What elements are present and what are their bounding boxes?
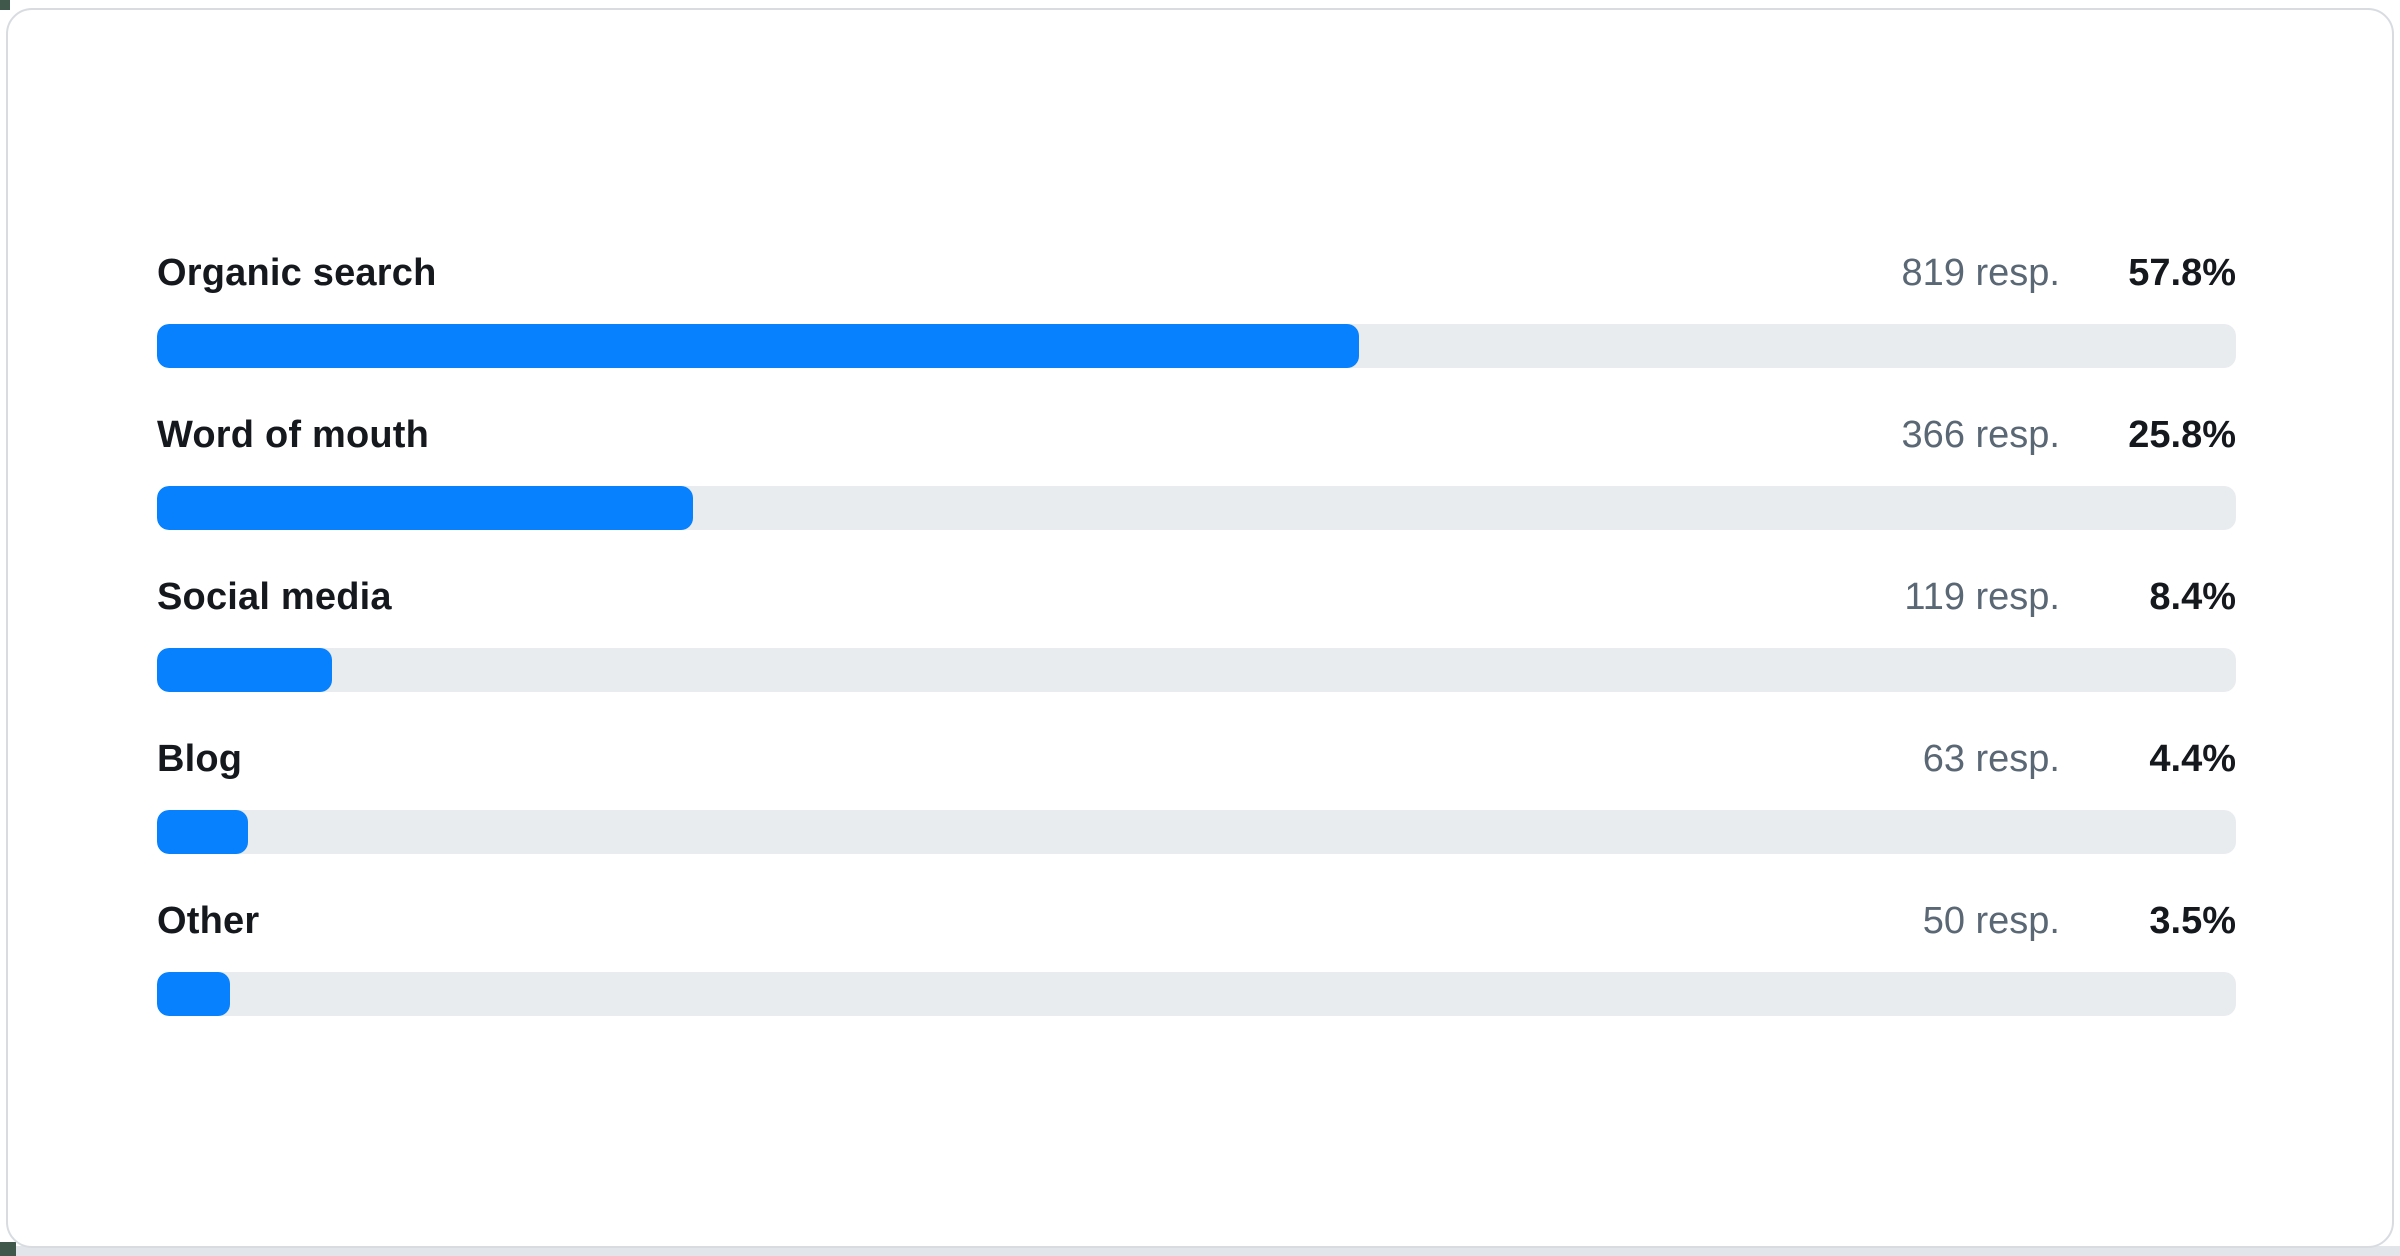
percent-value: 57.8% [2128, 252, 2236, 294]
category-label: Word of mouth [157, 414, 430, 456]
category-label: Social media [157, 576, 392, 618]
chart-row: Blog 63 resp. 4.4% [157, 735, 2236, 854]
responses-count: 819 resp. [1901, 252, 2060, 294]
percent-value: 8.4% [2149, 576, 2236, 618]
row-header: Other 50 resp. 3.5% [157, 897, 2236, 945]
bar-fill [157, 972, 230, 1016]
bar-fill [157, 486, 694, 530]
responses-count: 63 resp. [1922, 738, 2060, 780]
category-label: Blog [157, 738, 243, 780]
chart-row: Organic search 819 resp. 57.8% [157, 249, 2236, 368]
chart-card: Organic search 819 resp. 57.8% Word of m… [6, 8, 2394, 1248]
percent-value: 4.4% [2149, 738, 2236, 780]
chart-row: Social media 119 resp. 8.4% [157, 573, 2236, 692]
row-header: Blog 63 resp. 4.4% [157, 735, 2236, 783]
bar-fill [157, 648, 332, 692]
category-label: Other [157, 900, 260, 942]
row-header: Social media 119 resp. 8.4% [157, 573, 2236, 621]
responses-count: 366 resp. [1901, 414, 2060, 456]
row-header: Word of mouth 366 resp. 25.8% [157, 411, 2236, 459]
underlying-surface-corner [0, 1242, 16, 1256]
bar-fill [157, 810, 249, 854]
row-header: Organic search 819 resp. 57.8% [157, 249, 2236, 297]
category-label: Organic search [157, 252, 437, 294]
chart-row: Word of mouth 366 resp. 25.8% [157, 411, 2236, 530]
bar-fill [157, 324, 1359, 368]
bar-track [157, 324, 2236, 368]
bar-track [157, 648, 2236, 692]
chart-row: Other 50 resp. 3.5% [157, 897, 2236, 1016]
bar-track [157, 972, 2236, 1016]
chart-rows: Organic search 819 resp. 57.8% Word of m… [157, 249, 2236, 1016]
underlying-surface-corner [0, 0, 10, 10]
responses-count: 119 resp. [1904, 576, 2060, 618]
percent-value: 25.8% [2128, 414, 2236, 456]
percent-value: 3.5% [2149, 900, 2236, 942]
page-background-strip [0, 1246, 2400, 1256]
bar-track [157, 486, 2236, 530]
bar-track [157, 810, 2236, 854]
responses-count: 50 resp. [1922, 900, 2060, 942]
